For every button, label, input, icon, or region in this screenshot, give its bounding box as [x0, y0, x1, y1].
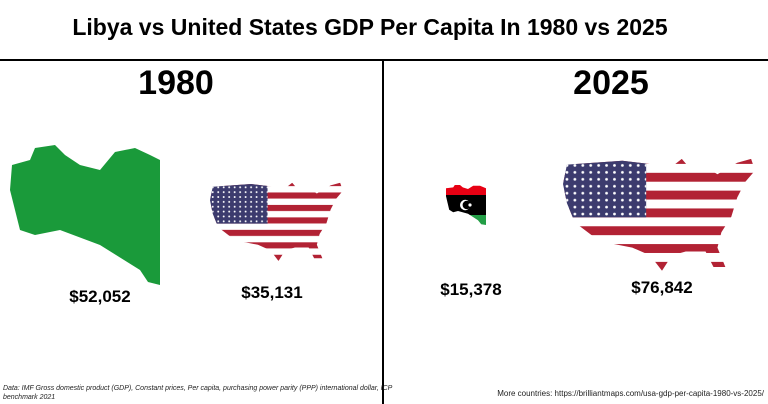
more-link: More countries: https://brilliantmaps.co…: [497, 389, 765, 398]
source-note: Data: IMF Gross domestic product (GDP), …: [3, 385, 393, 392]
year: 2025: [573, 64, 649, 102]
value-label: $35,131: [241, 283, 302, 302]
source-note: benchmark 2021: [3, 394, 55, 401]
usa-map: [563, 155, 761, 271]
value-label: $15,378: [440, 280, 501, 299]
year: 1980: [138, 64, 214, 102]
title: Libya vs United States GDP Per Capita In…: [72, 14, 668, 40]
value-label: $52,052: [69, 287, 130, 306]
usa-map: [210, 180, 347, 261]
libya-map: [10, 145, 160, 285]
value-label: $76,842: [631, 278, 692, 297]
libya-map: [446, 185, 486, 225]
